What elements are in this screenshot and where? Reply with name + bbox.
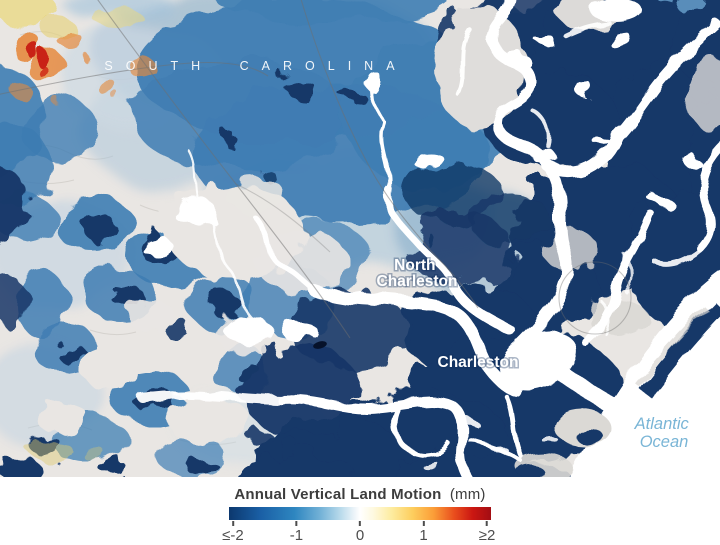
tick-label: ≤-2 (222, 527, 244, 544)
city-label-north-charleston: North Charleston (377, 257, 458, 290)
vlm-map-canvas: SOUTH CAROLINA North Charleston Charlest… (0, 0, 720, 477)
tick-mark (359, 521, 361, 526)
barrier-islands (517, 300, 720, 477)
colorbar-wrap: ≤-2 -1 0 1 ≥2 (222, 507, 495, 544)
legend: Annual Vertical Land Motion (mm) ≤-2 -1 … (0, 477, 720, 545)
tick-mark (295, 521, 298, 526)
dark-landmark-speck (313, 341, 327, 349)
uplift-layer (0, 0, 154, 462)
legend-title-text: Annual Vertical Land Motion (234, 486, 442, 503)
colorbar-tick-3: 1 (419, 520, 428, 544)
ocean-label: Atlantic Ocean (634, 415, 694, 451)
colorbar (229, 507, 491, 520)
vlm-map: SOUTH CAROLINA North Charleston Charlest… (0, 0, 720, 477)
colorbar-tick-4: ≥2 (478, 520, 496, 544)
colorbar-tick-2: 0 (356, 520, 364, 544)
legend-title-unit: (mm) (449, 486, 486, 503)
tick-label: 1 (419, 527, 428, 544)
colorbar-ticks: ≤-2 -1 0 1 ≥2 (222, 520, 495, 544)
colorbar-tick-0: ≤-2 (222, 520, 244, 544)
ocean-label-line2: Ocean (640, 433, 689, 451)
river-network (137, 0, 720, 477)
tick-label: 0 (355, 527, 365, 544)
road-network (0, 0, 632, 339)
ocean-label-line1: Atlantic (634, 415, 690, 433)
legend-title: Annual Vertical Land Motion (mm) (0, 477, 720, 503)
tick-mark (486, 521, 489, 526)
state-label: SOUTH CAROLINA (104, 59, 407, 73)
tick-label: ≥2 (478, 527, 496, 544)
city-label-north-charleston-line2: Charleston (377, 273, 458, 290)
city-label-charleston: Charleston (438, 354, 519, 371)
tick-mark (231, 521, 234, 526)
tick-mark (422, 521, 425, 526)
tick-label: -1 (289, 527, 304, 544)
colorbar-tick-1: -1 (290, 520, 303, 544)
city-label-north-charleston-line1: North (394, 257, 435, 274)
